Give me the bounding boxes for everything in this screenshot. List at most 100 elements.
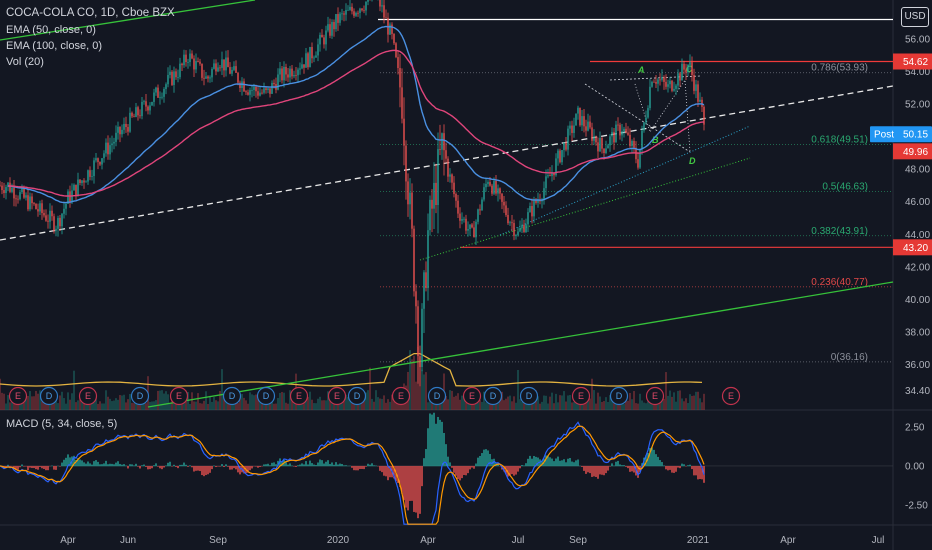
volume-bar — [61, 391, 63, 410]
candle-body — [383, 5, 385, 18]
macd-hist-bar — [335, 462, 337, 467]
volume-bar — [699, 398, 701, 410]
volume-bar — [561, 395, 563, 410]
macd-hist-bar — [87, 461, 89, 467]
candle-body — [595, 136, 597, 143]
channel-green-dotted — [419, 157, 751, 261]
volume-bar — [199, 403, 201, 410]
macd-hist-bar — [689, 464, 691, 467]
macd-hist-bar — [159, 465, 161, 469]
macd-hist-bar — [169, 461, 171, 467]
volume-bar — [239, 394, 241, 410]
volume-bar — [27, 395, 29, 410]
macd-legend[interactable]: MACD (5, 34, close, 5) — [6, 418, 118, 430]
volume-bar — [439, 400, 441, 410]
candle-body — [89, 170, 91, 177]
volume-legend[interactable]: Vol (20) — [6, 56, 44, 68]
ema100-legend[interactable]: EMA (100, close, 0) — [6, 40, 102, 52]
macd-hist-bar — [207, 465, 209, 475]
candle-body — [33, 203, 35, 204]
candle-body — [273, 82, 275, 85]
channel-blue-dotted — [499, 125, 751, 236]
macd-hist-bar — [301, 463, 303, 467]
candle-body — [641, 130, 643, 150]
candle-body — [561, 150, 563, 163]
volume-bar — [251, 394, 253, 410]
candle-body — [501, 193, 503, 202]
volume-bar — [507, 396, 509, 410]
candle-body — [281, 68, 283, 81]
volume-bar — [355, 402, 357, 410]
macd-hist-bar — [383, 465, 385, 476]
volume-bar — [525, 399, 527, 410]
volume-bar — [323, 400, 325, 410]
candle-body — [687, 64, 689, 73]
volume-bar — [113, 400, 115, 410]
candle-body — [121, 129, 123, 135]
candle-body — [495, 180, 497, 194]
macd-hist-bar — [247, 465, 249, 473]
macd-hist-bar — [433, 412, 435, 467]
volume-bar — [351, 400, 353, 410]
time-axis-tick: Sep — [569, 535, 587, 546]
ema50-legend[interactable]: EMA (50, close, 0) — [6, 24, 96, 36]
macd-hist-bar — [631, 465, 633, 472]
macd-hist-bar — [67, 454, 69, 467]
macd-hist-bar — [417, 465, 419, 519]
earnings-marker — [289, 386, 309, 406]
candle-body — [57, 217, 59, 229]
candle-body — [155, 87, 157, 93]
macd-hist-bar — [677, 465, 679, 468]
macd-hist-bar — [641, 463, 643, 467]
macd-hist-bar — [463, 465, 465, 476]
candle-body — [185, 54, 187, 63]
volume-bar — [599, 396, 601, 410]
volume-bar — [93, 397, 95, 410]
macd-hist-bar — [101, 464, 103, 467]
macd-hist-bar — [385, 465, 387, 477]
macd-hist-bar — [275, 464, 277, 467]
volume-bar — [511, 401, 513, 410]
candle-body — [111, 143, 113, 146]
volume-bar — [157, 390, 159, 410]
macd-hist-bar — [143, 464, 145, 467]
volume-bar — [25, 394, 27, 410]
currency-button[interactable]: USD — [901, 7, 929, 27]
macd-hist-bar — [337, 464, 339, 467]
candle-body — [131, 112, 133, 117]
earnings-marker — [8, 386, 28, 406]
candle-body — [483, 187, 485, 200]
candle-body — [589, 121, 591, 128]
macd-hist-bar — [653, 449, 655, 467]
macd-hist-bar — [329, 464, 331, 467]
candle-body — [655, 82, 657, 84]
symbol-legend[interactable]: COCA-COLA CO, 1D, Cboe BZX — [6, 7, 175, 19]
macd-hist-bar — [79, 459, 81, 467]
candle-body — [213, 63, 215, 69]
macd-hist-bar — [523, 465, 525, 467]
volume-bar — [111, 401, 113, 410]
macd-hist-bar — [415, 465, 417, 513]
macd-hist-bar — [293, 465, 295, 467]
macd-hist-bar — [235, 465, 237, 470]
volume-bar — [373, 401, 375, 410]
candle-body — [217, 67, 219, 72]
macd-hist-bar — [273, 462, 275, 467]
macd-hist-bar — [189, 465, 191, 467]
candle-body — [613, 131, 615, 143]
volume-bar — [53, 402, 55, 410]
volume-bar — [697, 391, 699, 410]
macd-hist-bar — [243, 465, 245, 474]
volume-bar — [541, 401, 543, 410]
dividend-marker — [483, 386, 503, 406]
volume-bar — [457, 393, 459, 410]
volume-bar — [163, 393, 165, 410]
macd-hist-bar — [263, 464, 265, 467]
macd-hist-bar — [591, 465, 593, 477]
volume-bar — [223, 397, 225, 410]
candle-body — [651, 81, 653, 87]
volume-bar — [447, 399, 449, 410]
volume-bar — [193, 401, 195, 410]
candle-body — [603, 148, 605, 153]
